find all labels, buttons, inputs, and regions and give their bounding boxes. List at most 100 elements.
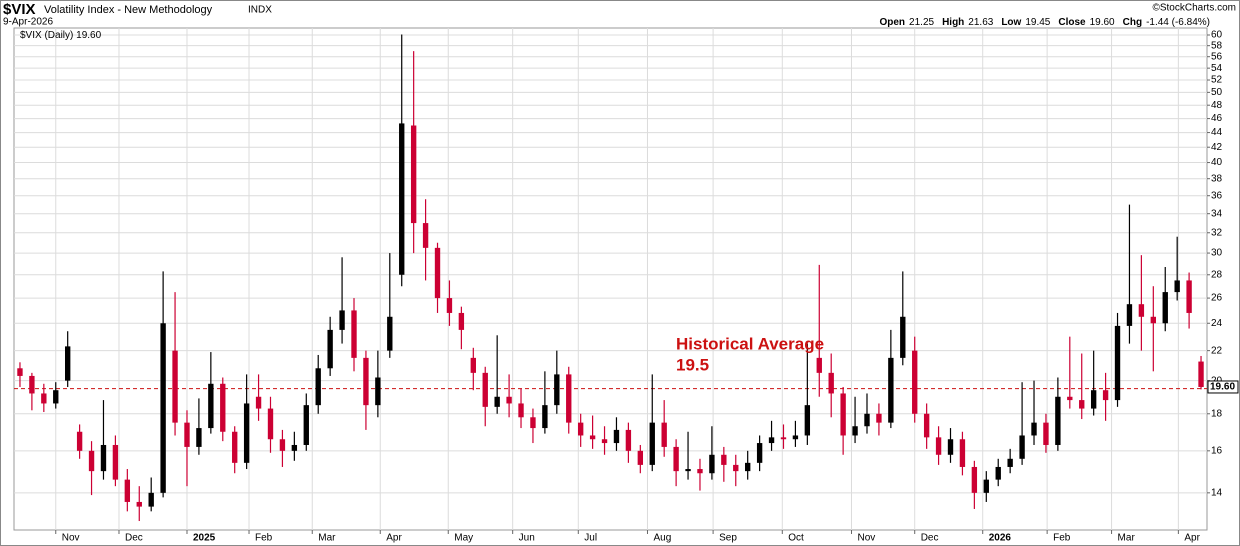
candle-body xyxy=(446,298,453,313)
quote-label: Low xyxy=(1001,17,1021,28)
y-tick-label: 52 xyxy=(1211,75,1223,86)
candle-body xyxy=(1162,292,1168,324)
candle-body xyxy=(220,383,226,432)
candle-body xyxy=(995,466,1001,480)
quote-label: Close xyxy=(1058,17,1086,28)
candle-body xyxy=(971,466,978,493)
y-tick-label: 16 xyxy=(1211,445,1223,456)
candle-body xyxy=(29,375,35,394)
candle-body xyxy=(470,357,476,373)
y-tick-label: 32 xyxy=(1211,227,1223,238)
candle-body xyxy=(1090,390,1097,409)
y-tick-label: 18 xyxy=(1211,408,1223,419)
candle-body xyxy=(1079,400,1085,409)
candle-body xyxy=(506,396,512,404)
quote-value: 19.45 xyxy=(1025,17,1050,28)
candle-body xyxy=(912,350,918,414)
candle-body xyxy=(41,393,47,404)
candle-body xyxy=(303,405,309,445)
x-tick-label: Nov xyxy=(857,533,875,544)
candle-body xyxy=(959,439,966,467)
quote-value: 21.63 xyxy=(968,17,993,28)
candle-body xyxy=(637,450,644,465)
y-tick-label: 26 xyxy=(1211,293,1223,304)
y-tick-label: 56 xyxy=(1211,51,1223,62)
candle-body xyxy=(613,429,620,444)
candle-body xyxy=(864,413,870,427)
candle-body xyxy=(124,479,131,502)
candle-body xyxy=(768,437,775,444)
candle-body xyxy=(780,437,787,440)
y-tick-label: 30 xyxy=(1211,248,1223,259)
x-tick-label: Oct xyxy=(788,533,804,544)
candle-body xyxy=(745,462,751,472)
y-tick-label: 54 xyxy=(1211,63,1223,74)
candle-body xyxy=(1138,304,1145,317)
quote-label: High xyxy=(942,17,964,28)
candle-body xyxy=(375,377,381,406)
candle-body xyxy=(1007,458,1013,467)
candle-body xyxy=(935,437,942,455)
candle-body xyxy=(804,405,811,436)
source: ©StockCharts.com xyxy=(1152,3,1236,14)
candle-body xyxy=(554,374,560,406)
x-tick-label: Jul xyxy=(584,533,597,544)
y-tick-label: 46 xyxy=(1211,113,1223,124)
candle-body xyxy=(434,247,441,299)
y-tick-label: 42 xyxy=(1211,142,1223,153)
x-tick-label: Aug xyxy=(653,533,671,544)
candle-body xyxy=(983,479,989,493)
candle-body xyxy=(76,431,83,451)
price-tag xyxy=(1207,380,1239,394)
candle-body xyxy=(828,372,834,394)
candle-body xyxy=(1067,396,1073,401)
candle-body xyxy=(315,368,321,406)
x-tick-label: Feb xyxy=(255,533,273,544)
x-tick-label: Dec xyxy=(125,533,143,544)
candle-body xyxy=(876,413,882,423)
y-tick-label: 34 xyxy=(1211,208,1223,219)
candle-body xyxy=(160,323,166,493)
y-tick-label: 44 xyxy=(1211,127,1223,138)
candle-body xyxy=(399,123,405,275)
y-tick-label: 48 xyxy=(1211,100,1223,111)
candle-body xyxy=(184,422,190,447)
candle-body xyxy=(387,316,393,351)
x-tick-label: Apr xyxy=(1184,533,1200,544)
y-tick-label: 58 xyxy=(1211,40,1223,51)
candle-body xyxy=(1019,435,1025,459)
candle-body xyxy=(410,125,417,224)
candle-body xyxy=(351,310,357,358)
candle-body xyxy=(1126,304,1133,326)
y-tick-label: 40 xyxy=(1211,157,1223,168)
plot-area xyxy=(13,27,1208,531)
candle-body xyxy=(267,408,274,440)
candle-body xyxy=(458,312,465,330)
legend: $VIX (Daily) 19.60 xyxy=(20,30,102,41)
candle-body xyxy=(816,357,822,373)
candle-body xyxy=(518,403,524,418)
candle-body xyxy=(709,454,715,474)
candle-body xyxy=(685,469,691,472)
x-tick-label: Jun xyxy=(519,533,535,544)
candle-body xyxy=(88,450,95,472)
x-tick-label: May xyxy=(454,533,473,544)
candle-body xyxy=(888,357,894,423)
candle-body xyxy=(136,501,142,507)
x-tick-label: Dec xyxy=(921,533,939,544)
legend-name: $VIX (Daily) xyxy=(20,30,73,41)
candle-body xyxy=(291,444,298,451)
y-tick-label: 38 xyxy=(1211,173,1223,184)
x-tick-label: Apr xyxy=(386,533,402,544)
date: 9-Apr-2026 xyxy=(3,17,53,28)
candle-body xyxy=(840,393,846,436)
annotation: Historical Average xyxy=(676,334,824,353)
exchange: INDX xyxy=(248,5,272,16)
grid xyxy=(14,28,1210,534)
x-tick-label: Feb xyxy=(1053,533,1071,544)
legend-value: 19.60 xyxy=(76,30,101,41)
price-tag-label: 19.60 xyxy=(1210,382,1235,393)
candle-body xyxy=(530,417,536,429)
candles xyxy=(17,34,1204,522)
